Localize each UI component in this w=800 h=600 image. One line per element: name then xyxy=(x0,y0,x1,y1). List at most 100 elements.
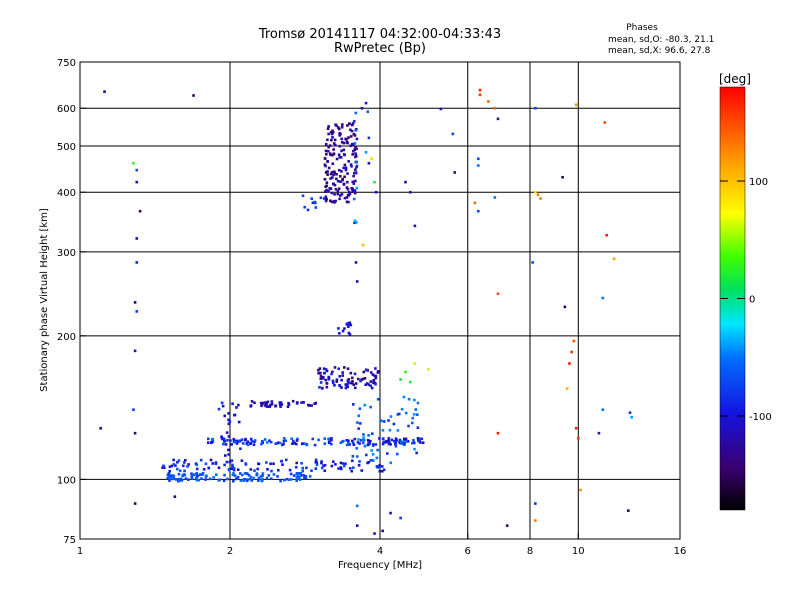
data-point xyxy=(353,189,357,192)
data-point xyxy=(365,368,368,372)
data-point xyxy=(325,369,329,373)
data-point xyxy=(351,455,355,458)
data-point xyxy=(331,130,335,134)
data-point xyxy=(295,439,299,442)
data-point xyxy=(253,469,256,472)
data-point xyxy=(302,473,305,477)
data-point xyxy=(280,403,284,406)
data-point xyxy=(331,370,334,374)
data-point xyxy=(240,473,244,477)
data-point xyxy=(335,177,338,181)
data-point xyxy=(227,422,231,426)
data-point xyxy=(355,164,359,168)
data-point xyxy=(374,376,378,380)
data-point xyxy=(348,192,352,196)
data-point xyxy=(132,408,135,412)
data-point xyxy=(387,419,390,422)
x-tick-label: 2 xyxy=(227,546,233,557)
data-point xyxy=(325,181,329,185)
data-point xyxy=(367,440,371,444)
data-point xyxy=(339,461,343,465)
data-point xyxy=(333,171,337,175)
data-point xyxy=(295,402,299,405)
data-point xyxy=(236,475,240,479)
data-point xyxy=(347,323,351,326)
data-point xyxy=(229,439,232,442)
data-point xyxy=(235,442,239,445)
data-point xyxy=(168,474,171,477)
data-point xyxy=(561,175,564,179)
data-point xyxy=(293,441,296,445)
data-point xyxy=(199,458,203,462)
data-point xyxy=(369,458,373,462)
data-point xyxy=(343,366,346,369)
data-point xyxy=(223,463,226,467)
data-point xyxy=(331,176,334,179)
data-point xyxy=(217,466,221,470)
data-point xyxy=(348,321,352,325)
data-point xyxy=(410,421,414,425)
data-point xyxy=(306,403,310,407)
data-point xyxy=(230,467,234,471)
data-point xyxy=(324,185,328,188)
data-point xyxy=(331,162,335,166)
data-point xyxy=(353,221,356,225)
data-point xyxy=(314,458,318,462)
data-point xyxy=(373,180,376,184)
data-point xyxy=(278,401,282,404)
data-point xyxy=(349,323,353,327)
data-point xyxy=(250,479,254,482)
data-point xyxy=(324,378,328,382)
data-point xyxy=(246,440,250,444)
data-point xyxy=(330,438,333,442)
data-point xyxy=(298,478,302,481)
data-point xyxy=(355,504,359,508)
axis-ticks: 1 2 4 6 8 10 16 75 100 200 300 400 500 600 750 xyxy=(57,58,686,557)
data-point xyxy=(371,453,375,456)
data-point xyxy=(371,459,375,462)
data-point xyxy=(394,437,398,441)
data-point xyxy=(133,301,137,304)
data-point xyxy=(278,441,282,445)
data-point xyxy=(201,472,205,475)
data-point xyxy=(230,459,234,462)
data-point xyxy=(340,149,343,153)
data-point xyxy=(417,437,420,440)
data-point xyxy=(255,473,259,477)
data-point xyxy=(183,473,186,476)
data-point xyxy=(170,474,173,478)
data-point xyxy=(231,473,235,477)
data-point xyxy=(353,191,357,195)
data-point xyxy=(338,134,341,137)
colorbar-tick-label: 100 xyxy=(749,177,768,188)
data-point xyxy=(402,395,406,399)
data-point xyxy=(539,197,542,200)
data-point xyxy=(260,404,263,408)
data-point xyxy=(340,170,343,173)
data-point xyxy=(249,404,253,407)
data-point xyxy=(305,443,309,447)
y-tick-label: 200 xyxy=(57,332,76,343)
data-point xyxy=(356,377,360,381)
data-point xyxy=(333,183,337,187)
data-point xyxy=(354,111,358,115)
data-point xyxy=(176,460,179,464)
data-point xyxy=(183,458,187,462)
data-point xyxy=(324,171,328,174)
data-point xyxy=(235,406,238,409)
data-point xyxy=(345,138,348,141)
data-point xyxy=(361,243,365,247)
data-point xyxy=(351,439,354,443)
data-point xyxy=(351,123,354,127)
data-point xyxy=(248,477,252,481)
data-point xyxy=(341,329,345,333)
data-point xyxy=(630,415,634,419)
data-point xyxy=(305,466,308,470)
data-point xyxy=(222,479,226,483)
data-point xyxy=(415,451,418,455)
data-point xyxy=(300,401,303,404)
data-point xyxy=(267,474,271,477)
y-tick-label: 100 xyxy=(57,475,76,486)
data-point xyxy=(171,474,175,477)
data-point xyxy=(226,438,229,442)
